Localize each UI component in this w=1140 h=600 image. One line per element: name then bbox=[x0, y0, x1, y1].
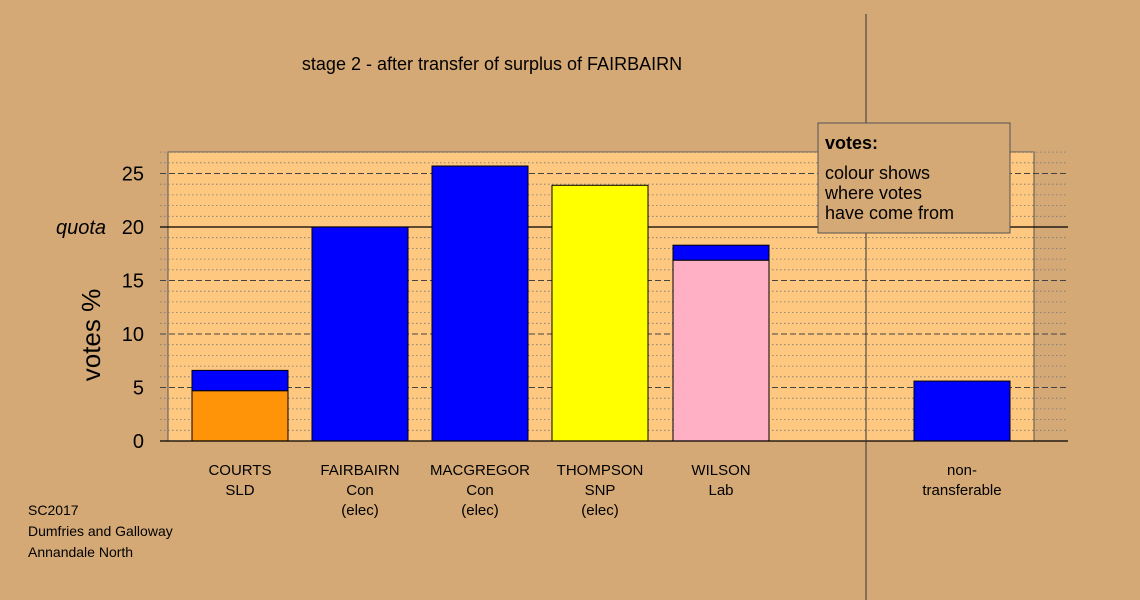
y-tick-label: 15 bbox=[122, 271, 144, 293]
chart-title: stage 2 - after transfer of surplus of F… bbox=[302, 54, 682, 74]
bar-segment bbox=[431, 165, 529, 442]
x-tick-label: Con bbox=[466, 482, 494, 499]
y-tick-label: 5 bbox=[133, 378, 144, 400]
bar-segment bbox=[551, 184, 649, 442]
x-axis-labels: COURTS SLD FAIRBAIRN Con (elec) MACGREGOR Con (… bbox=[208, 462, 1001, 519]
y-axis-label: votes % bbox=[76, 289, 106, 382]
bar-segment bbox=[191, 369, 289, 392]
legend-box bbox=[817, 122, 1011, 234]
x-tick-label: (elec) bbox=[341, 502, 379, 519]
quota-label: quota bbox=[56, 217, 106, 239]
bar-segment bbox=[672, 244, 770, 261]
x-tick-label: FAIRBAIRN bbox=[320, 462, 399, 479]
y-tick-label: 20 bbox=[122, 217, 144, 239]
legend-title: votes: bbox=[825, 133, 878, 153]
x-tick-label: (elec) bbox=[461, 502, 499, 519]
x-tick-label: (elec) bbox=[581, 502, 619, 519]
x-tick-label: COURTS bbox=[208, 462, 271, 479]
x-tick-label: MACGREGOR bbox=[430, 462, 530, 479]
footer-ward: Annandale North bbox=[28, 544, 134, 560]
x-tick-label: transferable bbox=[922, 482, 1001, 499]
y-tick-label: 0 bbox=[133, 431, 144, 453]
legend-line: where votes bbox=[824, 183, 922, 203]
legend: votes: colour shows where votes have com… bbox=[817, 122, 1011, 234]
y-tick-label: 10 bbox=[122, 324, 144, 346]
bar-segment bbox=[191, 390, 289, 442]
x-tick-label: THOMPSON bbox=[557, 462, 644, 479]
x-tick-label: WILSON bbox=[691, 462, 750, 479]
footer: SC2017 Dumfries and Galloway Annandale N… bbox=[28, 500, 173, 563]
bars bbox=[191, 165, 1011, 442]
footer-council: Dumfries and Galloway bbox=[28, 523, 173, 539]
bar-segment bbox=[311, 226, 409, 442]
y-axis-ticks: 0 5 10 15 20 25 bbox=[122, 164, 144, 454]
x-tick-label: SNP bbox=[585, 482, 616, 499]
bar-segment bbox=[913, 380, 1011, 442]
bar-segment bbox=[672, 259, 770, 442]
x-tick-label: Con bbox=[346, 482, 374, 499]
footer-election: SC2017 bbox=[28, 502, 79, 518]
x-tick-label: SLD bbox=[225, 482, 254, 499]
y-tick-label: 25 bbox=[122, 164, 144, 186]
legend-line: have come from bbox=[825, 203, 954, 223]
x-tick-label: non- bbox=[947, 462, 977, 479]
x-tick-label: Lab bbox=[708, 482, 733, 499]
legend-line: colour shows bbox=[825, 163, 930, 183]
